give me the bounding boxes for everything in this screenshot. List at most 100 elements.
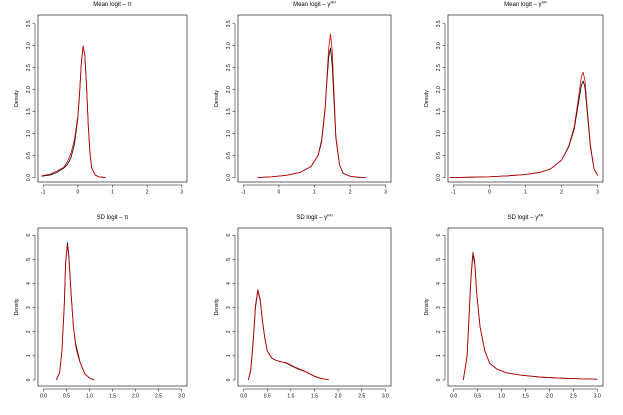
x-tick-label: 0 [278,190,281,196]
density-curve-red [41,45,106,179]
chart-panel-6: SD logit – γAR Density 0.0 0.5 1.0 1.5 2.0 2.5 3… [424,214,604,400]
y-tick-label: 0.0 [26,174,32,181]
chart-title: SD logit – π [97,215,129,221]
y-tick-label: 6 [436,234,442,237]
y-tick-label: 3.0 [436,42,442,49]
y-tick-label: 6 [26,234,32,237]
y-tick-label: 4 [226,282,232,285]
y-tick-label: 5 [26,258,32,261]
x-tick-label: 1.5 [311,394,318,400]
y-tick-label: 3.5 [436,20,442,27]
y-tick-label: 3 [26,306,32,309]
y-axis-label: Density [424,90,430,107]
x-tick-label: 0 [76,190,79,196]
y-tick-label: 1.5 [26,108,32,115]
y-tick-label: 3.0 [26,42,32,49]
density-curve-black [56,242,95,381]
x-tick-label: 2 [146,190,149,196]
x-tick-label: -1 [241,190,246,196]
plot-frame [447,227,604,387]
density-curve-red [449,71,598,179]
x-tick-label: -1 [41,190,46,196]
chart-title: Mean logit – π [93,2,132,8]
y-axis-label: Density [14,90,20,107]
y-tick-label: 1.0 [26,130,32,137]
y-tick-label: 3.5 [226,20,232,27]
y-tick-label: 1.5 [226,108,232,115]
chart-panel-5: SD logit – γRH Density 0.0 0.5 1.0 1.5 2.0 2.5 3… [214,214,392,400]
density-curve-red [247,289,329,381]
x-tick-label: 0.5 [63,394,70,400]
y-tick-label: 2 [26,330,32,333]
plot-frame [37,14,188,183]
x-tick-label: 0.0 [450,394,457,400]
density-curve-red [462,251,598,381]
y-tick-label: 0.5 [436,152,442,159]
y-tick-label: 0.0 [436,174,442,181]
y-tick-label: 4 [436,282,442,285]
x-tick-label: 3.0 [178,394,185,400]
plot-frame [237,14,392,183]
y-tick-label: 2.0 [436,86,442,93]
density-curve-red [257,33,367,179]
x-tick-label: 3 [596,190,599,196]
x-tick-label: 3 [180,190,183,196]
density-curve-black [449,80,598,179]
density-curve-black [41,46,106,179]
x-tick-label: 3.0 [382,394,389,400]
plot-frame [237,227,392,387]
x-tick-label: 1.5 [522,394,529,400]
x-tick-label: 1.0 [287,394,294,400]
x-tick-label: 3.0 [594,394,601,400]
x-tick-label: 2.5 [570,394,577,400]
chart-panel-3: Mean logit – γAR Density -1 0 1 2 3 0.0 0.5 1.0 1.… [424,1,604,196]
y-tick-label: 1 [436,354,442,357]
y-tick-label: 1.5 [436,108,442,115]
y-axis-label: Density [424,298,430,315]
plot-frame [37,227,188,387]
x-tick-label: 3 [384,190,387,196]
y-tick-label: 0 [26,378,32,381]
y-tick-label: 0.5 [26,152,32,159]
chart-panel-2: Mean logit – γRH Density -1 0 1 2 3 0.0 0.5 1.0 1.… [214,1,392,196]
y-tick-label: 2.5 [226,64,232,71]
x-tick-label: 2.5 [155,394,162,400]
y-axis-label: Density [14,298,20,315]
x-tick-label: 1 [524,190,527,196]
x-tick-label: 1.5 [109,394,116,400]
chart-title: Mean logit – γRH [293,1,336,9]
x-tick-label: 0 [488,190,491,196]
y-tick-label: 1 [26,354,32,357]
plot-frame [447,14,604,183]
x-tick-label: 2 [349,190,352,196]
chart-title: SD logit – γRH [296,214,332,222]
y-axis-label: Density [214,90,220,107]
x-tick-label: 1 [313,190,316,196]
chart-title: Mean logit – γAR [504,1,547,9]
y-tick-label: 2 [226,330,232,333]
chart-panel-4: SD logit – π Density 0.0 0.5 1.0 1.5 2.0 2.5 3.0… [14,215,188,400]
x-tick-label: 0.5 [264,394,271,400]
x-tick-label: 2.5 [358,394,365,400]
x-tick-label: 1.0 [86,394,93,400]
y-tick-label: 0 [226,378,232,381]
density-curve-black [257,47,367,179]
y-tick-label: 4 [26,282,32,285]
y-tick-label: 3 [226,306,232,309]
y-tick-label: 5 [436,258,442,261]
y-tick-label: 1.0 [436,130,442,137]
chart-panel-1: Mean logit – π Density -1 0 1 2 3 0.0 0.5 1.0 1.5 2… [14,2,188,196]
y-tick-label: 2 [436,330,442,333]
y-axis-label: Density [214,298,220,315]
y-tick-label: 2.5 [26,64,32,71]
x-tick-label: 2 [560,190,563,196]
density-curve-red [56,244,95,381]
x-tick-label: 2.0 [335,394,342,400]
y-tick-label: 2.0 [26,86,32,93]
y-tick-label: 2.0 [226,86,232,93]
x-tick-label: 1.0 [498,394,505,400]
y-tick-label: 3.5 [26,20,32,27]
x-tick-label: 0.0 [40,394,47,400]
y-tick-label: 1 [226,354,232,357]
